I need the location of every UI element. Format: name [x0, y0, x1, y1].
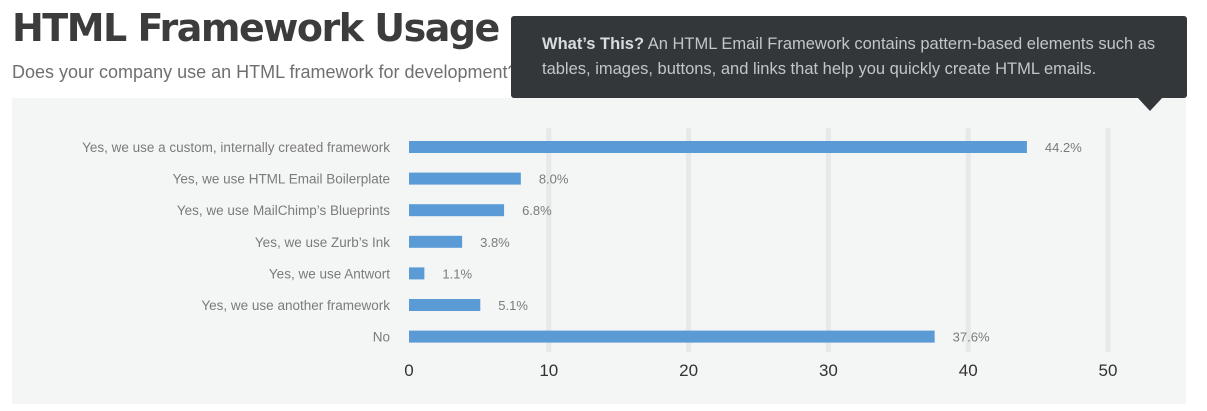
- info-tooltip: What’s This? An HTML Email Framework con…: [511, 16, 1187, 111]
- value-label: 8.0%: [539, 172, 569, 187]
- page-title: HTML Framework Usage: [12, 6, 500, 50]
- tick-label: 10: [539, 361, 558, 380]
- tick-label: 50: [1099, 361, 1118, 380]
- bar: [409, 172, 521, 185]
- category-label: No: [373, 330, 390, 345]
- bar: [409, 235, 463, 248]
- value-label: 6.8%: [522, 203, 552, 218]
- bar: [409, 330, 935, 343]
- tick-label: 40: [959, 361, 978, 380]
- category-label: Yes, we use Zurb’s Ink: [255, 235, 390, 250]
- tooltip-arrow: [1137, 97, 1163, 111]
- bar: [409, 204, 505, 217]
- value-label: 1.1%: [442, 266, 472, 281]
- value-label: 5.1%: [498, 298, 528, 313]
- page-subtitle: Does your company use an HTML framework …: [12, 62, 518, 82]
- bar: [409, 299, 481, 311]
- category-label: Yes, we use HTML Email Boilerplate: [173, 172, 390, 187]
- category-label: Yes, we use Antwort: [269, 266, 390, 281]
- bar-chart: Yes, we use a custom, internally created…: [82, 128, 1118, 380]
- value-label: 44.2%: [1045, 140, 1082, 155]
- tick-label: 20: [679, 361, 698, 380]
- tick-label: 0: [404, 361, 413, 380]
- category-label: Yes, we use another framework: [201, 298, 390, 313]
- category-label: Yes, we use a custom, internally created…: [82, 140, 390, 155]
- category-label: Yes, we use MailChimp’s Blueprints: [177, 203, 390, 218]
- value-label: 37.6%: [953, 330, 990, 345]
- tooltip-text: An HTML Email Framework contains pattern…: [542, 35, 1156, 78]
- chart-panel: Yes, we use a custom, internally created…: [12, 98, 1186, 404]
- value-label: 3.8%: [480, 235, 510, 250]
- tick-label: 30: [819, 361, 838, 380]
- bar: [409, 267, 425, 280]
- tooltip-heading: What’s This?: [542, 35, 645, 53]
- bar: [409, 141, 1027, 153]
